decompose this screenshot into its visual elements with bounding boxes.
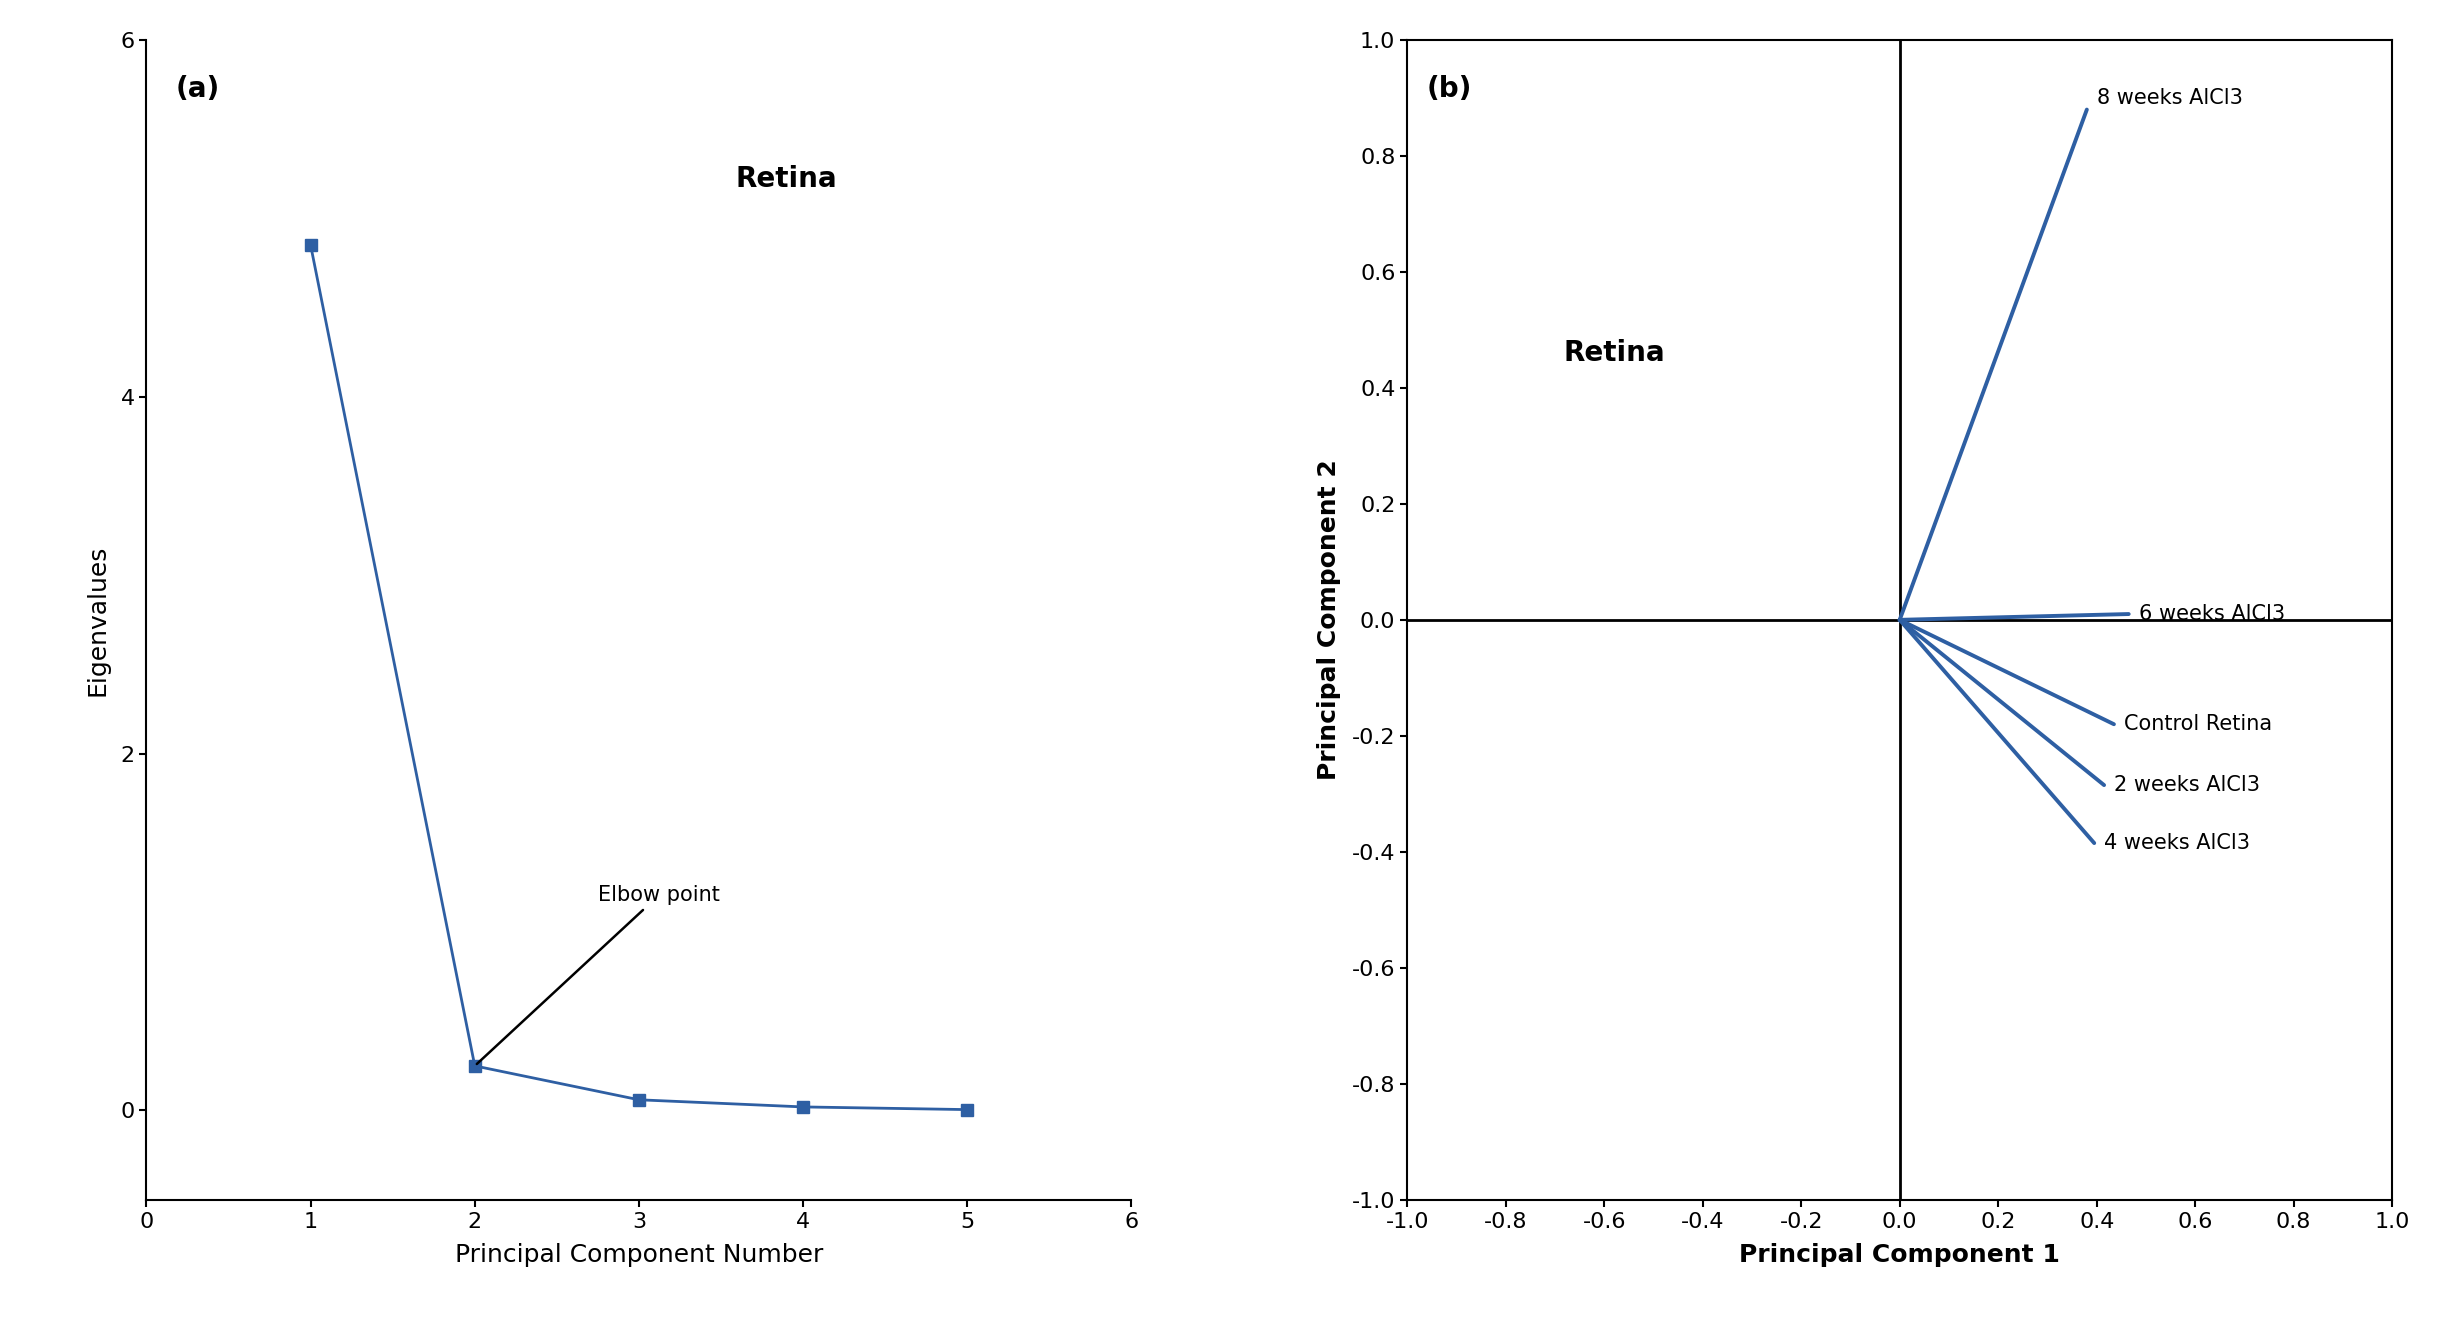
Text: Control Retina: Control Retina: [2124, 714, 2273, 734]
Y-axis label: Eigenvalues: Eigenvalues: [85, 544, 110, 696]
Text: Retina: Retina: [1562, 339, 1665, 367]
X-axis label: Principal Component 1: Principal Component 1: [1740, 1242, 2060, 1266]
Text: 8 weeks AlCl3: 8 weeks AlCl3: [2097, 88, 2243, 108]
Text: 2 weeks AlCl3: 2 weeks AlCl3: [2114, 774, 2260, 794]
Text: Elbow point: Elbow point: [476, 885, 720, 1064]
Text: Retina: Retina: [735, 165, 837, 193]
Text: (b): (b): [1428, 75, 1472, 103]
Y-axis label: Principal Component 2: Principal Component 2: [1316, 460, 1340, 780]
Text: 4 weeks AlCl3: 4 weeks AlCl3: [2104, 833, 2251, 853]
Text: 6 weeks AlCl3: 6 weeks AlCl3: [2138, 604, 2285, 624]
X-axis label: Principal Component Number: Principal Component Number: [454, 1242, 823, 1266]
Text: (a): (a): [176, 75, 220, 103]
